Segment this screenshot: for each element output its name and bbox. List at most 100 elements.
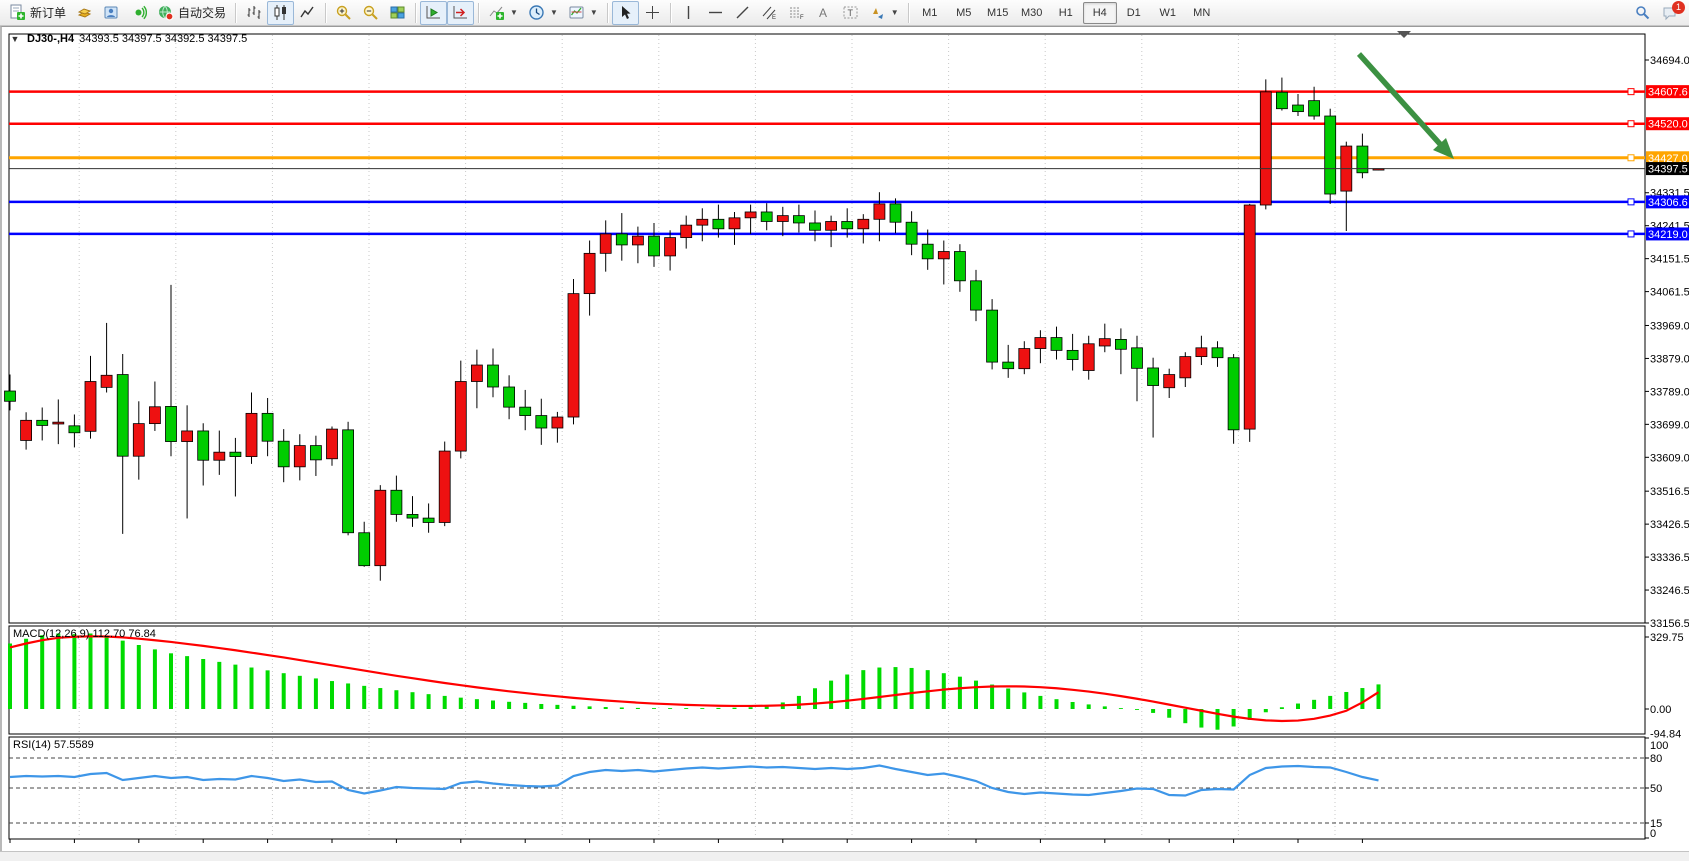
tile-windows-button[interactable]: [384, 1, 411, 25]
auto-scroll-button[interactable]: [420, 0, 448, 25]
macd-pane: [8, 625, 1646, 735]
timeframe-button-M15[interactable]: M15: [987, 6, 1009, 19]
search-button[interactable]: [1629, 1, 1656, 25]
indicators-button[interactable]: ▼: [483, 1, 523, 25]
dropdown-arrow-icon: ▼: [890, 8, 899, 17]
candle-17: [277, 440, 290, 468]
price-tick-label: 33426.5: [1650, 519, 1689, 531]
line-handle[interactable]: [1627, 154, 1635, 162]
navigator-button[interactable]: [98, 1, 125, 25]
zoom-in-button[interactable]: [330, 1, 357, 25]
auto-trading-label: 自动交易: [178, 6, 227, 20]
chart-symbol-period: DJ30-,H4: [27, 33, 75, 45]
bid-price-tag: [1646, 162, 1689, 176]
price-tick-label: 33789.0: [1650, 386, 1689, 398]
candlestick-series: [4, 77, 1385, 581]
candle-35: [567, 293, 580, 418]
notification-badge: 1: [1672, 0, 1685, 14]
periods-button[interactable]: ▼: [523, 1, 563, 25]
line-chart-mode-button[interactable]: [294, 1, 321, 25]
price-tick-label: 33969.0: [1650, 320, 1689, 332]
auto-trading-button[interactable]: 自动交易: [152, 1, 231, 25]
vertical-line-tool-button[interactable]: [675, 1, 702, 25]
rsi-axis-label: 80: [1650, 753, 1662, 765]
timeframe-button-M1[interactable]: M1: [922, 6, 938, 19]
timeframe-button-D1[interactable]: D1: [1126, 6, 1141, 19]
arrows-tool-button[interactable]: ▼: [864, 1, 904, 25]
candle-30: [487, 364, 499, 388]
candle-74: [1195, 347, 1208, 358]
candle-9: [148, 406, 161, 425]
candle-21: [342, 429, 355, 534]
svg-text:A: A: [819, 6, 827, 20]
text-icon: A: [819, 6, 827, 20]
candle-52: [841, 221, 854, 230]
rsi-line: [9, 764, 1379, 797]
svg-text:E: E: [772, 15, 776, 21]
candle-11: [181, 430, 194, 442]
cursor-tool-button[interactable]: [611, 0, 639, 25]
timeframe-button-W1[interactable]: W1: [1159, 6, 1176, 19]
chart-shift-icon: [453, 6, 468, 19]
timeframe-button-M5[interactable]: M5: [956, 6, 972, 19]
candle-24: [390, 489, 403, 515]
auto-trading-icon: [159, 5, 174, 21]
status-bar: [0, 851, 1689, 861]
candle-60: [970, 280, 982, 311]
price-tick-label: 33246.5: [1650, 585, 1689, 597]
fibonacci-icon: F: [789, 7, 804, 21]
candle-59: [954, 251, 966, 282]
candle-58: [937, 251, 950, 260]
candle-32: [519, 406, 532, 416]
templates-button[interactable]: ▼: [563, 1, 603, 25]
toolbar-separator: [415, 2, 417, 23]
timeframe-button-M30[interactable]: M30: [1021, 6, 1043, 19]
candle-49: [793, 215, 805, 224]
candle-8: [132, 423, 145, 457]
tile-windows-icon: [390, 6, 405, 19]
bid-price-label: 34397.5: [1648, 164, 1688, 176]
line-handle[interactable]: [1627, 230, 1635, 238]
trendline-icon: [736, 6, 749, 19]
timeframe-button-H4[interactable]: H4: [1082, 1, 1117, 24]
candle-16: [261, 412, 274, 442]
label-tool-button[interactable]: T: [837, 1, 864, 25]
line-handle[interactable]: [1627, 120, 1635, 128]
toolbar-right-group: 1: [1629, 0, 1685, 25]
toolbar-separator: [235, 2, 237, 23]
bar-chart-mode-button[interactable]: [240, 1, 267, 25]
candlestick-mode-button[interactable]: [267, 0, 295, 25]
timeframe-button-H1[interactable]: H1: [1058, 6, 1073, 19]
price-tick-label: 34694.0: [1650, 55, 1689, 67]
candle-36: [583, 252, 596, 295]
candle-47: [760, 211, 773, 222]
candle-4: [68, 425, 81, 434]
market-watch-button[interactable]: [71, 1, 98, 25]
trendline-tool-button[interactable]: [729, 1, 756, 25]
new-order-button[interactable]: 新订单: [4, 1, 71, 25]
candle-2: [36, 419, 49, 426]
notifications-button[interactable]: 1: [1656, 0, 1685, 25]
channel-tool-button[interactable]: E: [756, 1, 783, 25]
timeframe-button-MN[interactable]: MN: [1193, 6, 1211, 19]
text-tool-button[interactable]: A: [810, 1, 837, 25]
candle-7: [116, 374, 129, 457]
rsi-axis-label: 0: [1650, 828, 1656, 840]
vertical-line-icon: [687, 6, 689, 19]
line-handle[interactable]: [1627, 198, 1635, 206]
crosshair-tool-button[interactable]: [639, 1, 666, 25]
terminal-button[interactable]: [125, 1, 152, 25]
candle-70: [1131, 347, 1143, 369]
fibonacci-tool-button[interactable]: F: [783, 1, 810, 25]
horizontal-line-tool-button[interactable]: [702, 1, 729, 25]
candle-82: [1324, 115, 1337, 195]
chart-shift-button[interactable]: [447, 0, 475, 25]
line-handle[interactable]: [1627, 88, 1635, 96]
candle-34: [551, 416, 564, 429]
one-click-trading-toggle[interactable]: ▼: [10, 34, 20, 44]
candle-71: [1147, 367, 1159, 386]
trend-arrow-annotation[interactable]: [1356, 52, 1443, 146]
zoom-out-icon: [363, 5, 378, 20]
candle-72: [1163, 374, 1176, 389]
zoom-out-button[interactable]: [357, 1, 384, 25]
